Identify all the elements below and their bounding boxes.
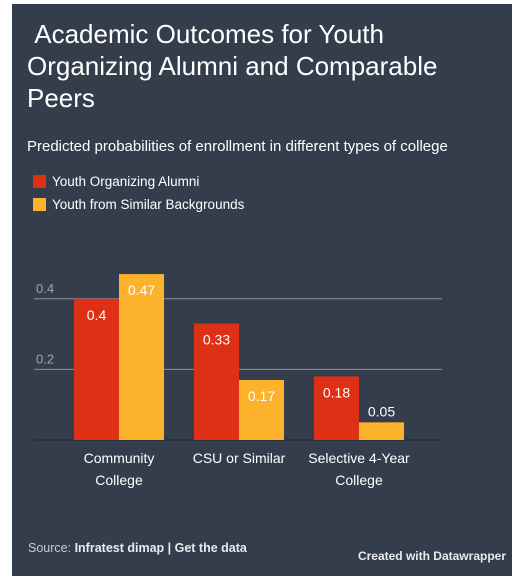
bar-value-label-2-1: 0.47 [128, 282, 155, 298]
bar-chart: 0.2 0.4 0.4 0.47 Community College 0.33 0.17 CSU… [34, 274, 442, 488]
legend-swatch-series-1 [33, 175, 46, 188]
datawrapper-credit-link[interactable]: Created with Datawrapper [357, 549, 506, 563]
bar-value-label-1-1: 0.4 [87, 307, 107, 323]
chart-title: Academic Outcomes for Youth Organizing A… [27, 19, 445, 113]
bar-value-label-2-3: 0.05 [368, 403, 395, 419]
x-tick-label-1: Community College [84, 450, 155, 488]
footer-source: Source: Infratest dimap | Get the data [28, 541, 247, 555]
bar-value-label-2-2: 0.17 [248, 388, 275, 404]
legend-label-series-1: Youth Organizing Alumni [52, 174, 200, 189]
bar-value-label-1-3: 0.18 [323, 384, 350, 400]
source-prefix: Source: [28, 541, 75, 555]
get-the-data-link[interactable]: Get the data [174, 541, 247, 555]
chart-card: Academic Outcomes for Youth Organizing A… [12, 4, 512, 576]
bar-1-2 [194, 323, 239, 440]
source-link[interactable]: Infratest dimap [74, 541, 165, 555]
legend-swatch-series-2 [33, 198, 46, 211]
bar-1-1 [74, 298, 119, 440]
legend-item-series-1: Youth Organizing Alumni [33, 174, 199, 192]
bar-2-1 [119, 274, 164, 440]
chart-subtitle: Predicted probabilities of enrollment in… [27, 138, 448, 155]
footer-separator: | [164, 541, 175, 555]
x-tick-label-2: CSU or Similar [193, 450, 286, 466]
x-tick-label-3: Selective 4-Year College [308, 450, 410, 488]
y-tick-label-1: 0.4 [36, 281, 54, 296]
legend-label-series-2: Youth from Similar Backgrounds [52, 197, 245, 212]
y-tick-label-0: 0.2 [36, 351, 54, 366]
bar-1-3 [314, 376, 359, 440]
bar-2-3 [359, 422, 404, 440]
legend-item-series-2: Youth from Similar Backgrounds [33, 197, 244, 215]
bar-2-2 [239, 379, 284, 440]
bar-value-label-1-2: 0.33 [203, 332, 230, 348]
